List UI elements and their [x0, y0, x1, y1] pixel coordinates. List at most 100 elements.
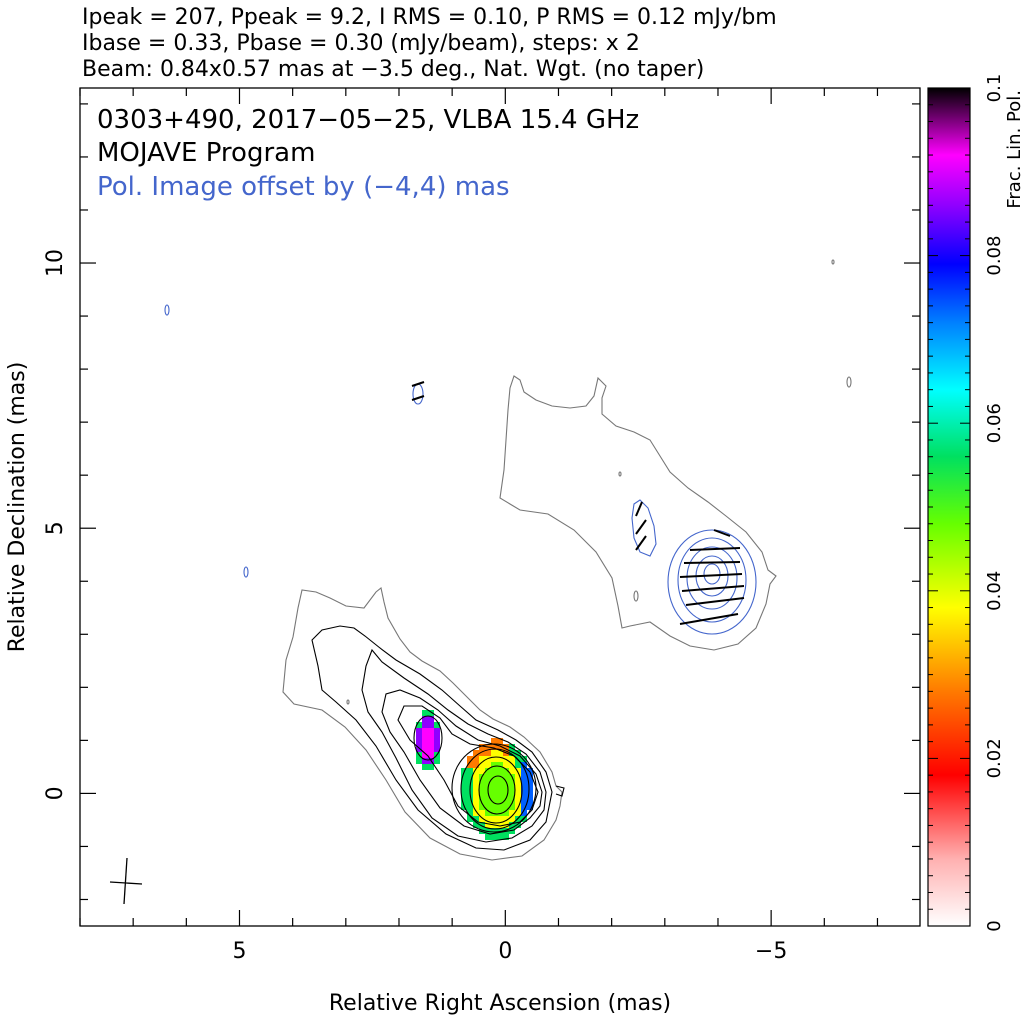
- fpol-pixel: [521, 774, 527, 780]
- fpol-pixel: [503, 834, 509, 840]
- fpol-pixel: [527, 774, 533, 780]
- fpol-pixel: [521, 792, 527, 798]
- fpol-pixel: [422, 728, 428, 734]
- fpol-pixel: [473, 816, 479, 822]
- fpol-pixel: [485, 834, 491, 840]
- fpol-pixel: [416, 722, 422, 728]
- fpol-pixel: [467, 756, 473, 762]
- fpol-pixel: [422, 734, 428, 740]
- fpol-pixel: [467, 816, 473, 822]
- fpol-pixel: [416, 758, 422, 764]
- fpol-pixel: [509, 768, 515, 774]
- evpa-stick: [685, 597, 745, 606]
- fpol-pixel: [461, 774, 467, 780]
- fpol-pixel: [434, 728, 440, 734]
- evpa-stick: [635, 501, 643, 517]
- fpol-pixel: [473, 786, 479, 792]
- fpol-pixel: [422, 722, 428, 728]
- fpol-pixel: [473, 798, 479, 804]
- pol-outer-contour: [499, 375, 777, 651]
- fpol-pixel: [503, 810, 509, 816]
- colorbar-tick-label: 0: [984, 920, 1005, 931]
- fpol-pixel: [521, 786, 527, 792]
- fpol-pixel: [428, 716, 434, 722]
- fpol-pixel: [467, 798, 473, 804]
- fpol-pixel: [467, 774, 473, 780]
- fpol-pixel: [497, 798, 503, 804]
- colorbar-ticks: [928, 87, 970, 927]
- fpol-pixel: [473, 804, 479, 810]
- contour-3: [361, 648, 547, 843]
- contour-small-5: [633, 590, 639, 602]
- header-line-2: Ibase = 0.33, Pbase = 0.30 (mJy/beam), s…: [82, 31, 640, 56]
- fpol-pixel: [491, 762, 497, 768]
- fpol-pixel: [479, 792, 485, 798]
- contour-10: [487, 775, 509, 805]
- evpa-stick: [411, 395, 425, 401]
- fpol-pixel: [515, 768, 521, 774]
- fpol-pixel: [473, 768, 479, 774]
- fpol-pixel: [515, 780, 521, 786]
- fpol-pixel: [497, 786, 503, 792]
- fpol-pixel: [461, 780, 467, 786]
- fpol-pixel: [509, 828, 515, 834]
- fpol-pixel: [467, 768, 473, 774]
- colorbar-tick-label: 0.1: [984, 74, 1005, 103]
- y-tick-label: 10: [43, 249, 68, 277]
- colorbar-tick-label: 0.06: [984, 403, 1005, 443]
- evpa-stick: [713, 529, 731, 537]
- fpol-pixel: [503, 816, 509, 822]
- fpol-pixel: [515, 762, 521, 768]
- fpol-pixel: [497, 780, 503, 786]
- fpol-pixel: [509, 822, 515, 828]
- fpol-pixel: [491, 798, 497, 804]
- knot-contour: [413, 715, 443, 761]
- contour-small-7: [618, 471, 622, 477]
- fpol-pixel: [467, 762, 473, 768]
- fpol-pixel: [416, 740, 422, 746]
- fpol-pixel: [509, 792, 515, 798]
- fpol-pixel: [479, 786, 485, 792]
- fpol-pixel: [491, 792, 497, 798]
- fpol-pixel: [509, 762, 515, 768]
- fpol-pixel: [509, 750, 515, 756]
- fpol-pixel: [503, 768, 509, 774]
- header-line-3: Beam: 0.84x0.57 mas at −3.5 deg., Nat. W…: [82, 57, 704, 82]
- evpa-stick: [679, 573, 743, 578]
- fpol-pixel: [422, 740, 428, 746]
- fpol-pixel: [473, 792, 479, 798]
- fpol-pixel: [479, 822, 485, 828]
- x-tick-label: −5: [755, 939, 787, 964]
- fpol-pixel: [491, 816, 497, 822]
- fpol-pixel: [491, 834, 497, 840]
- fpol-pixel: [467, 810, 473, 816]
- fpol-pixel: [473, 780, 479, 786]
- fpol-pixel: [434, 740, 440, 746]
- fpol-pixel: [515, 774, 521, 780]
- fpol-pixel: [503, 804, 509, 810]
- contour-6: [451, 743, 537, 833]
- fpol-pixel: [479, 798, 485, 804]
- fpol-pixel: [521, 804, 527, 810]
- fpol-pixel: [521, 780, 527, 786]
- pol-offset-annotation: Pol. Image offset by (−4,4) mas: [97, 172, 510, 202]
- fpol-pixel: [527, 798, 533, 804]
- fpol-pixel: [503, 792, 509, 798]
- fpol-pixel: [473, 810, 479, 816]
- fpol-pixel: [479, 810, 485, 816]
- fpol-pixel: [491, 828, 497, 834]
- colorbar-label: Frac. Lin. Pol.: [1004, 90, 1025, 209]
- fpol-pixel: [416, 728, 422, 734]
- contour-small-8: [831, 259, 835, 265]
- fpol-pixel: [485, 792, 491, 798]
- fpol-pixel: [434, 722, 440, 728]
- fpol-pixel: [497, 822, 503, 828]
- fpol-pixel: [497, 828, 503, 834]
- fpol-pixel: [461, 786, 467, 792]
- fpol-pixel: [527, 792, 533, 798]
- fpol-pixel: [485, 828, 491, 834]
- fpol-pixel: [509, 798, 515, 804]
- contour-8: [469, 756, 523, 824]
- fpol-pixel: [503, 744, 509, 750]
- fpol-pixel: [497, 810, 503, 816]
